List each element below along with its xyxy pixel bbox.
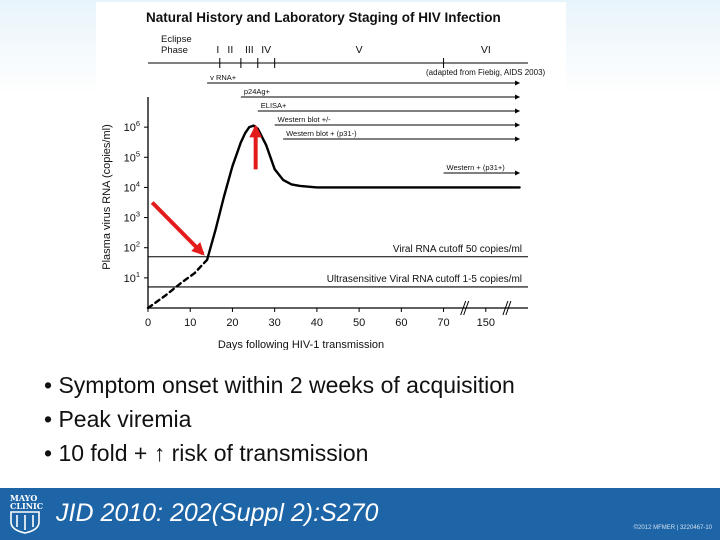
x-tick-label: 50 <box>353 317 365 329</box>
axis-break-mark <box>505 300 512 316</box>
footer-bar: MAYO CLINIC JID 2010: 202(Suppl 2):S270 … <box>0 488 720 540</box>
x-tick-label: 30 <box>269 317 281 329</box>
x-tick-label: 150 <box>477 317 495 329</box>
cutoff-label: Viral RNA cutoff 50 copies/ml <box>393 244 522 255</box>
bullet-peak-viremia: • Peak viremia <box>44 406 192 432</box>
cutoff-label: Ultrasensitive Viral RNA cutoff 1-5 copi… <box>327 274 522 285</box>
stage-label: IV <box>261 44 271 56</box>
assay-label: ELISA+ <box>261 101 287 110</box>
x-tick-label: 10 <box>184 317 196 329</box>
hiv-staging-chart: Natural History and Laboratory Staging o… <box>101 10 546 350</box>
eclipse-label: Eclipse <box>161 34 192 45</box>
red-annotation-arrow <box>150 201 205 256</box>
x-tick-label: 0 <box>145 317 151 329</box>
assay-label: Western blot +/- <box>278 115 332 124</box>
y-tick-exponent: 4 <box>136 179 140 188</box>
source-note: (adapted from Fiebig, AIDS 2003) <box>426 68 546 77</box>
x-axis-label: Days following HIV-1 transmission <box>218 339 384 350</box>
assay-label: Western blot + (p31-) <box>286 129 357 138</box>
axis-break-mark <box>463 300 470 316</box>
assay-label: p24Ag+ <box>244 87 271 96</box>
logo-text-line-2: CLINIC <box>10 501 44 511</box>
phase-label: Phase <box>161 45 188 56</box>
citation: JID 2010: 202(Suppl 2):S270 <box>56 499 379 527</box>
logo-text-line-1: MAYO <box>10 493 38 503</box>
stage-label: V <box>356 44 363 56</box>
axis-break-mark <box>460 300 467 316</box>
copyright: ©2012 MFMER | 3220467-10 <box>633 525 712 531</box>
stage-label: I <box>216 44 219 56</box>
y-tick-exponent: 1 <box>136 270 140 279</box>
bullet-symptom-onset: • Symptom onset within 2 weeks of acquis… <box>44 372 515 398</box>
viral-load-curve <box>205 124 521 261</box>
y-tick-exponent: 6 <box>136 119 140 128</box>
axis-break-mark <box>502 300 509 316</box>
logo-text: MAYO CLINIC <box>10 494 43 510</box>
y-tick-exponent: 2 <box>136 240 140 249</box>
y-tick-label: 105 <box>124 149 140 164</box>
x-tick-label: 20 <box>226 317 238 329</box>
y-tick-label: 102 <box>124 240 140 255</box>
x-tick-label: 60 <box>395 317 407 329</box>
y-tick-exponent: 3 <box>136 210 140 219</box>
assay-label: v RNA+ <box>210 73 237 82</box>
y-tick-label: 104 <box>124 179 140 194</box>
y-tick-label: 103 <box>124 210 140 225</box>
mayo-clinic-shield-logo <box>10 511 40 534</box>
x-tick-label: 70 <box>437 317 449 329</box>
y-tick-exponent: 5 <box>136 149 140 158</box>
stage-label: II <box>227 44 233 56</box>
bullet-list: • Symptom onset within 2 weeks of acquis… <box>44 368 684 470</box>
assay-label: Western + (p31+) <box>447 163 506 172</box>
hiv-staging-figure: Natural History and Laboratory Staging o… <box>96 2 566 350</box>
y-tick-label: 106 <box>124 119 140 134</box>
stage-label: VI <box>481 44 491 56</box>
y-axis-label: Plasma virus RNA (copies/ml) <box>101 124 113 269</box>
y-tick-label: 101 <box>124 270 140 285</box>
viral-load-dashed-line <box>146 258 209 310</box>
chart-title: Natural History and Laboratory Staging o… <box>146 10 501 25</box>
bullet-transmission-risk: • 10 fold + ↑ risk of transmission <box>44 440 369 466</box>
x-tick-label: 40 <box>311 317 323 329</box>
stage-label: III <box>245 44 254 56</box>
